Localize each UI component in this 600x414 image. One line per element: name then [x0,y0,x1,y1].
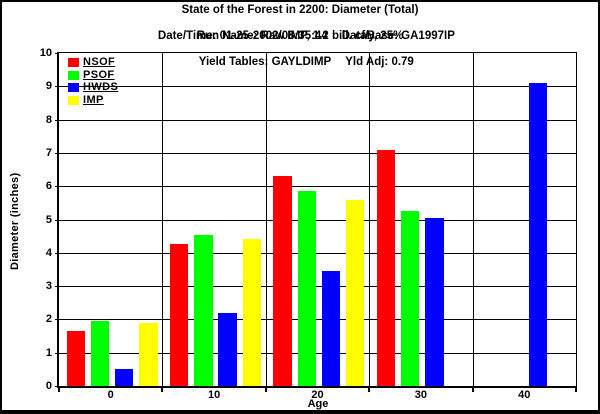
y-tick-mark [55,319,59,321]
y-tick-mark [55,286,59,288]
y-tick-mark [55,352,59,354]
x-tick-label: 10 [207,389,221,401]
bar-nsof-age-20 [273,176,292,386]
legend-label: PSOF [83,68,115,81]
x-tick-mark [58,387,60,392]
y-tick-label: 7 [45,146,52,159]
header-line-2: Date/Time: 01-25-2002/08:35:44 DataBase: … [2,17,598,42]
bar-hwds-age-30 [425,217,444,386]
legend: NSOF PSOF HWDS IMP [68,56,118,107]
y-tick-mark [55,119,59,121]
x-tick-mark [368,387,371,392]
x-tick-mark [161,387,164,392]
x-axis-title: Age [307,398,329,410]
h-gridline [59,286,576,288]
y-tick-label: 6 [45,180,52,193]
y-tick-mark [55,186,59,188]
bar-group-age-30 [369,53,472,386]
h-gridline [59,152,576,154]
y-tick-mark [55,386,59,387]
bar-group-age-40 [473,53,576,386]
x-tick-label: 20 [311,389,324,401]
y-tick-label: 2 [45,313,52,326]
legend-item-nsof: NSOF [68,56,118,69]
bar-nsof-age-0 [66,331,85,386]
y-tick-mark [55,86,59,88]
legend-label: NSOF [83,55,116,68]
y-tick-mark [55,219,59,221]
bar-hwds-age-0 [115,369,134,386]
legend-item-psof: PSOF [68,69,118,82]
database-text: DataBase: GA1997IP [341,30,455,42]
bar-imp-age-0 [139,322,158,386]
y-tick-mark [55,252,59,254]
legend-swatch-icon [68,96,79,106]
bar-group-age-20 [266,53,369,386]
bar-nsof-age-30 [376,149,396,386]
y-tick-label: 5 [45,213,52,226]
y-tick-label: 3 [45,280,52,293]
v-gridline [369,53,371,386]
bar-psof-age-30 [400,211,420,386]
legend-label: HWDS [83,81,119,94]
bar-psof-age-0 [90,321,110,386]
bar-psof-age-10 [194,234,213,386]
y-tick-label: 9 [45,80,52,93]
h-gridline [59,319,576,321]
y-tick-label: 10 [39,47,52,59]
x-tick-label: 40 [518,389,531,401]
y-tick-label: 1 [45,346,52,359]
y-tick-label: 4 [45,246,52,259]
bar-hwds-age-10 [218,312,237,386]
yld-adj-text: Yld Adj: 0.79 [345,56,414,68]
v-gridline [472,53,474,386]
x-tick-mark [264,387,267,392]
h-gridline [59,86,576,88]
x-tick-mark [471,387,474,392]
run-name-text: Run Name: Raw IMP, 1.2 bill. cf/y, 25% [196,30,404,42]
bar-psof-age-20 [297,191,316,386]
legend-swatch-icon [68,83,79,93]
h-gridline [59,119,576,121]
y-tick-label: 0 [45,380,52,392]
header-line-4: Yield Tables: GAYLDIMP Yld Adj: 0.79 [2,43,598,68]
plot-area: NSOF PSOF HWDS IMP [57,52,577,388]
bar-imp-age-10 [242,239,261,386]
legend-swatch-icon [68,70,79,80]
bar-group-age-0 [59,53,162,386]
bar-hwds-age-40 [528,82,547,386]
legend-item-hwds: HWDS [68,82,118,95]
legend-label: IMP [83,94,104,107]
v-gridline [265,53,267,386]
bar-hwds-age-20 [321,271,341,386]
bar-imp-age-20 [345,199,365,386]
h-gridline [59,219,576,221]
bar-nsof-age-10 [169,244,189,386]
x-tick-mark [575,387,577,392]
datetime-text: Date/Time: 01-25-2002/08:35:44 [157,30,328,42]
h-gridline [59,186,576,188]
y-tick-label: 8 [45,113,52,126]
bar-group-age-10 [162,53,265,386]
legend-swatch-icon [68,57,79,67]
y-tick-mark [55,53,59,54]
chart-title: State of the Forest in 2200: Diameter (T… [181,4,419,16]
v-gridline [162,53,164,386]
x-tick-label: 0 [107,389,114,401]
y-tick-mark [55,152,59,154]
h-gridline [59,352,576,354]
h-gridline [59,252,576,254]
legend-item-imp: IMP [68,94,118,107]
yield-tables-text: Yield Tables: GAYLDIMP [198,56,332,68]
x-tick-label: 30 [414,389,428,401]
